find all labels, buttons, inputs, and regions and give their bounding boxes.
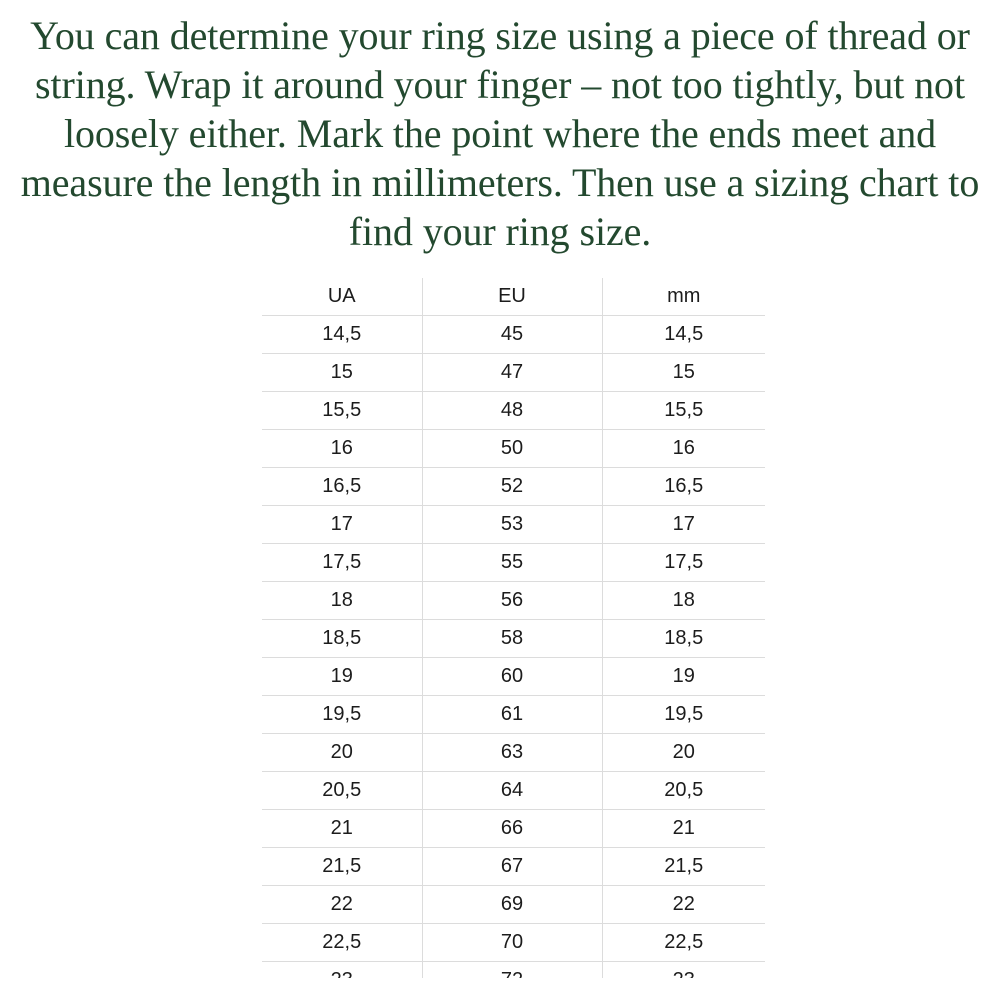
table-body: 14,5 45 14,5 15 47 15 15,5 48 15,5 16 50 16 16,5 52 16… xyxy=(262,315,765,978)
cell-eu: 52 xyxy=(422,467,603,506)
cell-mm: 17 xyxy=(602,505,765,544)
cell-mm: 14,5 xyxy=(602,315,765,354)
cell-mm: 22 xyxy=(602,885,765,924)
table-row: 18 56 18 xyxy=(262,581,765,620)
cell-ua: 20 xyxy=(262,733,423,772)
table-row: 20 63 20 xyxy=(262,733,765,772)
cell-ua: 17 xyxy=(262,505,423,544)
table-row: 21,5 67 21,5 xyxy=(262,847,765,886)
cell-mm: 23 xyxy=(602,962,765,978)
cell-eu: 64 xyxy=(422,771,603,810)
cell-ua: 16 xyxy=(262,429,423,468)
cell-mm: 20,5 xyxy=(602,771,765,810)
cell-eu: 60 xyxy=(422,657,603,696)
cell-eu: 47 xyxy=(422,353,603,392)
cell-eu: 58 xyxy=(422,619,603,658)
cell-ua: 22 xyxy=(262,885,423,924)
table-row: 19,5 61 19,5 xyxy=(262,695,765,734)
table-row: 16 50 16 xyxy=(262,429,765,468)
cell-ua: 18 xyxy=(262,581,423,620)
cell-ua: 16,5 xyxy=(262,467,423,506)
cell-eu: 61 xyxy=(422,695,603,734)
cell-ua: 22,5 xyxy=(262,923,423,962)
cell-eu: 69 xyxy=(422,885,603,924)
cell-eu: 56 xyxy=(422,581,603,620)
table-row: 19 60 19 xyxy=(262,657,765,696)
cell-ua: 15,5 xyxy=(262,391,423,430)
intro-paragraph: You can determine your ring size using a… xyxy=(20,13,980,254)
table-row: 20,5 64 20,5 xyxy=(262,771,765,810)
cell-mm: 19 xyxy=(602,657,765,696)
column-header-mm: mm xyxy=(602,278,765,316)
cell-mm: 22,5 xyxy=(602,923,765,962)
cell-ua: 19 xyxy=(262,657,423,696)
table-row: 18,5 58 18,5 xyxy=(262,619,765,658)
cell-mm: 16 xyxy=(602,429,765,468)
cell-eu: 70 xyxy=(422,923,603,962)
table-row: 22,5 70 22,5 xyxy=(262,923,765,962)
cell-ua: 21 xyxy=(262,809,423,848)
cell-ua: 18,5 xyxy=(262,619,423,658)
cell-ua: 23 xyxy=(262,961,423,978)
cell-mm: 18 xyxy=(602,581,765,620)
table-row: 15,5 48 15,5 xyxy=(262,391,765,430)
cell-eu: 48 xyxy=(422,391,603,430)
cell-eu: 67 xyxy=(422,847,603,886)
cell-eu: 53 xyxy=(422,505,603,544)
ring-size-chart: UA EU mm 14,5 45 14,5 15 47 15 15,5 48 15,5 16 50 1… xyxy=(262,278,765,978)
cell-eu: 66 xyxy=(422,809,603,848)
cell-eu: 50 xyxy=(422,429,603,468)
cell-ua: 15 xyxy=(262,353,423,392)
table-row: 16,5 52 16,5 xyxy=(262,467,765,506)
cell-eu: 55 xyxy=(422,543,603,582)
cell-ua: 17,5 xyxy=(262,543,423,582)
table-header: UA EU mm xyxy=(262,278,765,316)
cell-ua: 19,5 xyxy=(262,695,423,734)
column-header-eu: EU xyxy=(422,278,603,316)
cell-eu: 63 xyxy=(422,733,603,772)
ring-size-table: UA EU mm 14,5 45 14,5 15 47 15 15,5 48 15,5 16 50 1… xyxy=(262,278,765,978)
table-row: 17 53 17 xyxy=(262,505,765,544)
cell-eu: 45 xyxy=(422,315,603,354)
table-row: 15 47 15 xyxy=(262,353,765,392)
table-row: 22 69 22 xyxy=(262,885,765,924)
table-header-row: UA EU mm xyxy=(262,278,765,316)
cell-mm: 19,5 xyxy=(602,695,765,734)
column-header-ua: UA xyxy=(262,278,423,316)
table-row: 237223 xyxy=(262,961,765,978)
cell-mm: 21 xyxy=(602,809,765,848)
cell-mm: 16,5 xyxy=(602,467,765,506)
cell-mm: 21,5 xyxy=(602,847,765,886)
cell-mm: 17,5 xyxy=(602,543,765,582)
table-row: 14,5 45 14,5 xyxy=(262,315,765,354)
cell-mm: 15,5 xyxy=(602,391,765,430)
cell-mm: 20 xyxy=(602,733,765,772)
cell-ua: 14,5 xyxy=(262,315,423,354)
cell-ua: 21,5 xyxy=(262,847,423,886)
table-row: 21 66 21 xyxy=(262,809,765,848)
table-row: 17,5 55 17,5 xyxy=(262,543,765,582)
cell-ua: 20,5 xyxy=(262,771,423,810)
cell-mm: 15 xyxy=(602,353,765,392)
cell-mm: 18,5 xyxy=(602,619,765,658)
cell-eu: 72 xyxy=(422,961,603,978)
